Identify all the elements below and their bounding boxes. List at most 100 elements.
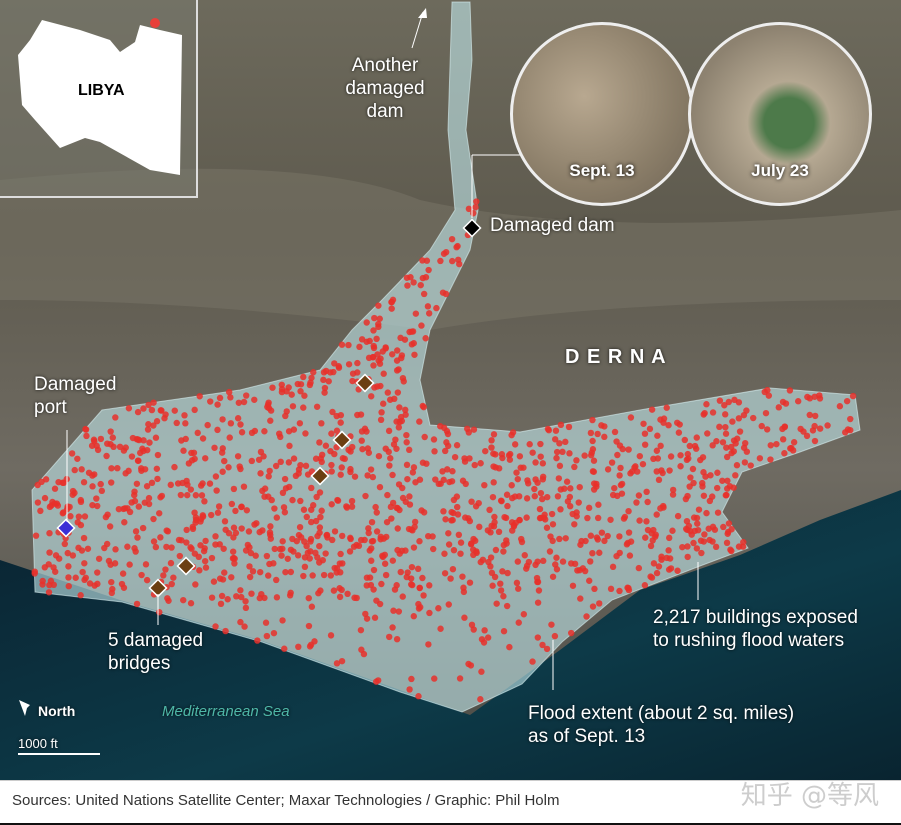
building-marker	[714, 484, 721, 492]
building-marker	[333, 660, 341, 667]
building-marker	[330, 587, 338, 594]
building-marker	[689, 465, 697, 473]
building-marker	[267, 523, 274, 530]
building-marker	[337, 419, 344, 426]
building-marker	[480, 639, 488, 646]
building-marker	[450, 546, 458, 554]
building-marker	[735, 399, 743, 406]
building-marker	[331, 564, 338, 572]
building-marker	[320, 571, 328, 579]
building-marker	[279, 617, 286, 624]
building-marker	[557, 506, 564, 513]
building-marker	[37, 507, 44, 515]
building-marker	[409, 469, 417, 476]
building-marker	[71, 466, 78, 474]
building-marker	[442, 516, 449, 523]
building-marker	[46, 549, 53, 556]
building-marker	[338, 464, 345, 471]
building-marker	[363, 428, 370, 435]
building-marker	[196, 567, 203, 574]
building-marker	[389, 624, 396, 631]
building-marker	[349, 377, 356, 385]
building-marker	[442, 248, 450, 256]
building-marker	[569, 582, 577, 589]
building-marker	[307, 535, 315, 543]
building-marker	[288, 391, 295, 398]
building-marker	[120, 584, 128, 591]
building-marker	[140, 437, 147, 444]
building-marker	[281, 509, 289, 516]
building-marker	[535, 587, 543, 594]
building-marker	[124, 505, 131, 512]
building-marker	[728, 443, 735, 451]
building-marker	[346, 548, 354, 555]
building-marker	[187, 544, 194, 551]
building-marker	[187, 486, 195, 493]
building-marker	[472, 204, 479, 211]
country-label: LIBYA	[78, 82, 125, 99]
building-marker	[220, 545, 227, 552]
building-marker	[741, 459, 749, 466]
building-marker	[384, 491, 391, 499]
building-marker	[263, 552, 271, 560]
building-marker	[112, 546, 119, 553]
building-marker	[141, 466, 149, 473]
building-marker	[608, 459, 616, 466]
building-marker	[280, 504, 288, 511]
building-marker	[296, 420, 304, 427]
building-marker	[477, 696, 484, 703]
building-marker	[455, 531, 463, 539]
building-marker	[84, 545, 92, 552]
building-marker	[407, 575, 415, 582]
building-marker	[601, 537, 608, 545]
comparison-label: July 23	[751, 161, 809, 180]
building-marker	[273, 576, 280, 584]
building-marker	[849, 392, 857, 400]
building-marker	[358, 437, 365, 444]
building-marker	[713, 438, 720, 445]
building-marker	[573, 513, 580, 520]
building-marker	[77, 496, 84, 504]
building-marker	[31, 568, 38, 575]
building-marker	[348, 497, 356, 505]
building-marker	[523, 514, 530, 521]
building-marker	[381, 560, 389, 567]
building-marker	[210, 578, 218, 585]
building-marker	[108, 589, 116, 597]
building-marker	[667, 453, 675, 460]
building-marker	[426, 609, 433, 617]
building-marker	[138, 571, 145, 579]
building-marker	[385, 427, 393, 435]
building-marker	[728, 449, 735, 457]
building-marker	[86, 580, 94, 587]
building-marker	[617, 481, 625, 489]
building-marker	[393, 418, 400, 425]
building-marker	[504, 502, 511, 510]
building-marker	[221, 518, 229, 525]
building-marker	[554, 493, 562, 500]
building-marker	[461, 458, 469, 465]
building-marker	[269, 384, 276, 391]
damaged-port-marker	[56, 518, 76, 538]
building-marker	[251, 521, 258, 528]
building-marker	[420, 509, 428, 516]
building-marker	[122, 444, 129, 451]
building-marker	[229, 555, 237, 562]
building-marker	[418, 322, 425, 329]
building-marker	[373, 509, 380, 516]
building-marker	[60, 509, 67, 516]
building-marker	[201, 498, 208, 505]
building-marker	[590, 468, 598, 475]
building-marker	[466, 517, 474, 525]
building-marker	[544, 493, 551, 501]
building-marker	[410, 464, 418, 471]
building-marker	[394, 546, 401, 554]
building-marker	[229, 548, 237, 555]
building-marker	[202, 455, 209, 462]
building-marker	[89, 501, 96, 509]
building-marker	[712, 543, 720, 551]
building-marker	[61, 540, 69, 548]
building-marker	[243, 507, 251, 514]
building-marker	[358, 646, 365, 653]
building-marker	[281, 645, 288, 652]
